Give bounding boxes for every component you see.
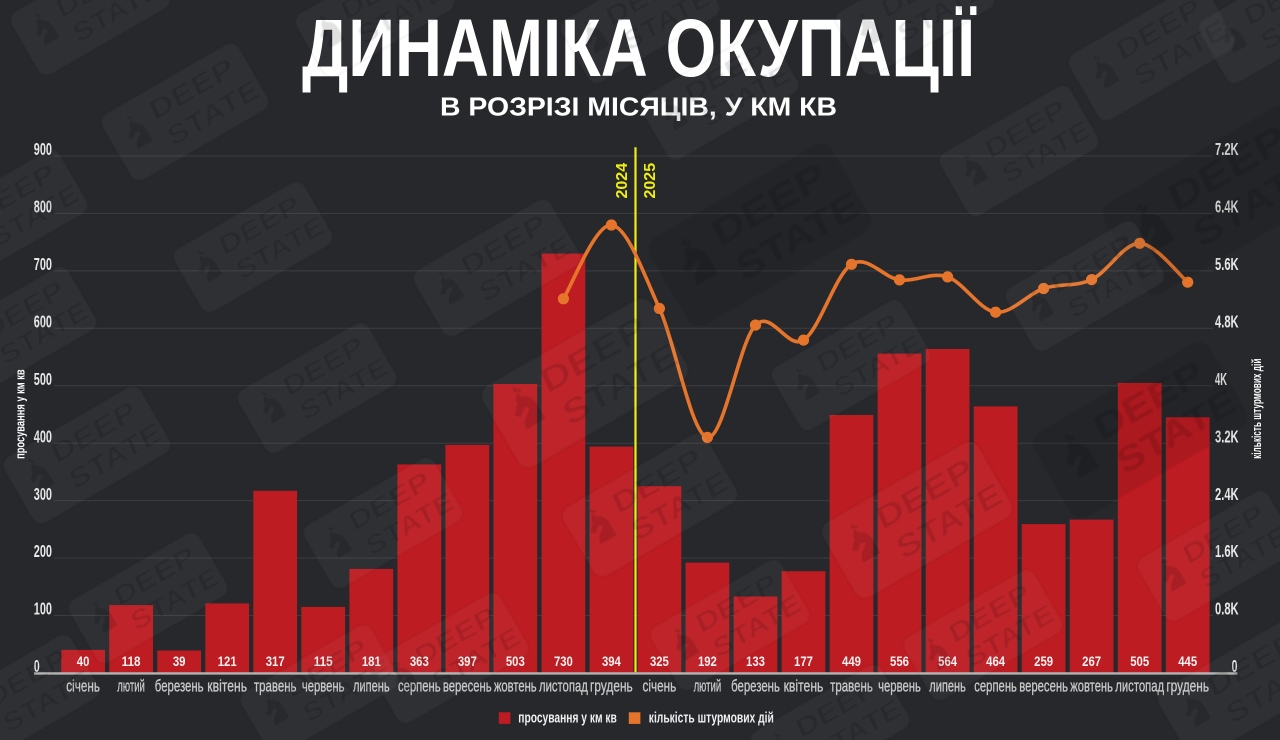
svg-text:177: 177 bbox=[794, 654, 813, 669]
svg-text:вересень: вересень bbox=[1019, 678, 1068, 696]
svg-text:730: 730 bbox=[554, 654, 573, 669]
svg-text:2025: 2025 bbox=[642, 163, 659, 199]
svg-text:556: 556 bbox=[890, 654, 909, 669]
svg-text:кількість штурмових дій: кількість штурмових дій bbox=[1249, 359, 1264, 459]
svg-text:267: 267 bbox=[1082, 654, 1101, 669]
svg-text:2024: 2024 bbox=[614, 163, 631, 199]
svg-text:200: 200 bbox=[34, 541, 52, 561]
svg-text:500: 500 bbox=[34, 369, 52, 389]
svg-text:лютий: лютий bbox=[117, 678, 145, 696]
svg-text:505: 505 bbox=[1130, 654, 1149, 669]
svg-text:0.8K: 0.8K bbox=[1215, 599, 1239, 619]
svg-text:жовтень: жовтень bbox=[494, 678, 537, 696]
svg-text:січень: січень bbox=[643, 678, 677, 696]
svg-text:листопад: листопад bbox=[1115, 678, 1164, 696]
svg-text:317: 317 bbox=[266, 654, 285, 669]
svg-text:жовтень: жовтень bbox=[1070, 678, 1113, 696]
svg-text:просування у км кв: просування у км кв bbox=[12, 369, 27, 459]
svg-text:березень: березень bbox=[731, 678, 780, 696]
svg-text:259: 259 bbox=[1034, 654, 1053, 669]
svg-text:4.8K: 4.8K bbox=[1215, 312, 1239, 332]
svg-text:445: 445 bbox=[1178, 654, 1197, 669]
svg-text:118: 118 bbox=[122, 654, 141, 669]
svg-text:700: 700 bbox=[34, 254, 52, 274]
svg-text:121: 121 bbox=[218, 654, 237, 669]
svg-text:394: 394 bbox=[602, 654, 621, 669]
svg-text:133: 133 bbox=[746, 654, 765, 669]
svg-text:449: 449 bbox=[842, 654, 861, 669]
svg-text:березень: березень bbox=[155, 678, 204, 696]
svg-text:листопад: листопад bbox=[539, 678, 588, 696]
svg-text:грудень: грудень bbox=[590, 678, 633, 696]
svg-text:серпень: серпень bbox=[974, 678, 1017, 696]
svg-text:квітень: квітень bbox=[207, 678, 247, 696]
svg-text:100: 100 bbox=[34, 599, 52, 619]
svg-text:квітень: квітень bbox=[784, 678, 824, 696]
svg-text:кількість штурмових дій: кількість штурмових дій bbox=[649, 710, 774, 727]
svg-text:39: 39 bbox=[173, 654, 186, 669]
svg-text:2.4K: 2.4K bbox=[1215, 484, 1239, 504]
svg-text:5.6K: 5.6K bbox=[1215, 254, 1239, 274]
svg-text:просування у км кв: просування у км кв bbox=[518, 710, 617, 727]
